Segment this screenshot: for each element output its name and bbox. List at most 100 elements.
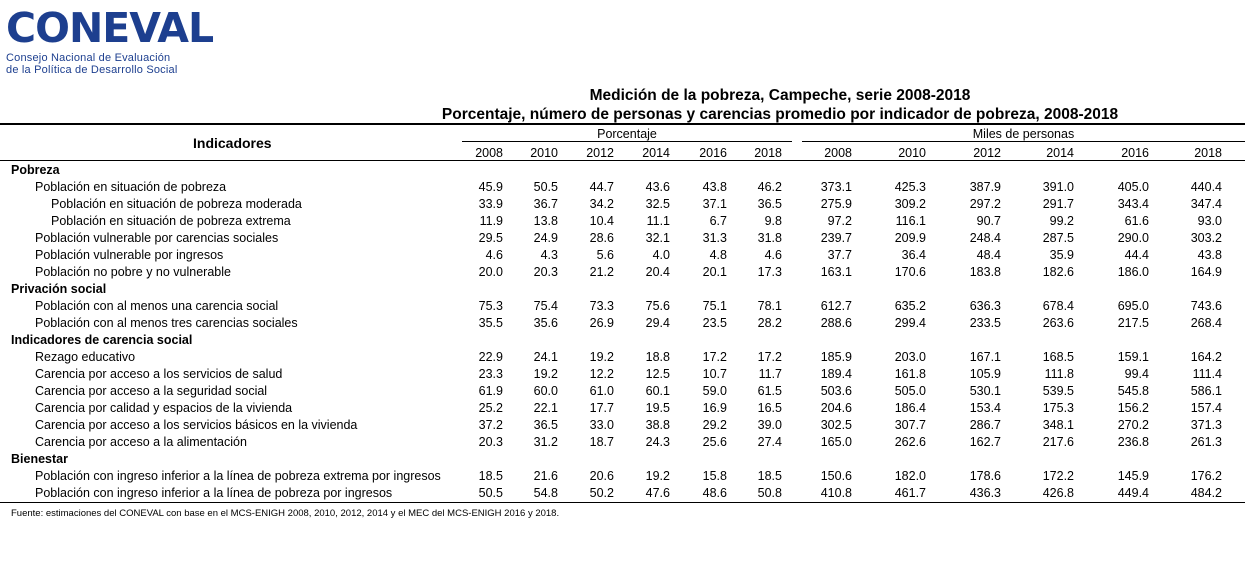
miles-cell: 164.2 bbox=[1190, 350, 1222, 364]
pct-cell: 32.1 bbox=[645, 231, 670, 245]
pct-cell: 60.1 bbox=[645, 384, 670, 398]
indicator-label: Población en situación de pobreza bbox=[35, 180, 227, 194]
pct-cell: 5.6 bbox=[596, 248, 614, 262]
logo-wordmark: CONEVAL bbox=[6, 4, 214, 52]
year-header-miles: 2014 bbox=[1046, 146, 1074, 160]
miles-cell: 167.1 bbox=[969, 350, 1001, 364]
year-header-pct: 2018 bbox=[754, 146, 782, 160]
table-row: Población en situación de pobreza extrem… bbox=[0, 213, 1245, 230]
pct-cell: 20.4 bbox=[645, 265, 670, 279]
table-row: Población con al menos una carencia soci… bbox=[0, 298, 1245, 315]
miles-cell: 436.3 bbox=[969, 486, 1001, 500]
pct-cell: 46.2 bbox=[757, 180, 782, 194]
pct-cell: 31.3 bbox=[702, 231, 727, 245]
indicator-label: Población en situación de pobreza modera… bbox=[51, 197, 302, 211]
pct-cell: 24.1 bbox=[533, 350, 558, 364]
pct-cell: 26.9 bbox=[589, 316, 614, 330]
table-subtitle: Porcentaje, número de personas y carenci… bbox=[441, 106, 1119, 123]
coneval-logo: CONEVAL Consejo Nacional de Evaluación d… bbox=[6, 6, 214, 76]
pct-cell: 22.1 bbox=[533, 401, 558, 415]
section-label: Bienestar bbox=[11, 452, 68, 466]
miles-cell: 182.0 bbox=[894, 469, 926, 483]
pct-cell: 28.2 bbox=[757, 316, 782, 330]
pct-cell: 36.7 bbox=[533, 197, 558, 211]
top-rule bbox=[0, 123, 1245, 125]
miles-cell: 204.6 bbox=[820, 401, 852, 415]
indicator-label: Población con al menos tres carencias so… bbox=[35, 316, 298, 330]
miles-cell: 170.6 bbox=[894, 265, 926, 279]
year-header-miles: 2016 bbox=[1121, 146, 1149, 160]
year-header-pct: 2016 bbox=[699, 146, 727, 160]
pct-cell: 75.4 bbox=[533, 299, 558, 313]
miles-cell: 185.9 bbox=[820, 350, 852, 364]
pct-cell: 11.9 bbox=[479, 214, 503, 228]
miles-cell: 426.8 bbox=[1042, 486, 1074, 500]
miles-cell: 505.0 bbox=[894, 384, 926, 398]
table-row: Carencia por acceso a los servicios bási… bbox=[0, 417, 1245, 434]
miles-cell: 275.9 bbox=[820, 197, 852, 211]
miles-cell: 612.7 bbox=[820, 299, 852, 313]
miles-cell: 440.4 bbox=[1190, 180, 1222, 194]
miles-cell: 105.9 bbox=[969, 367, 1001, 381]
pct-cell: 18.8 bbox=[645, 350, 670, 364]
pct-cell: 50.5 bbox=[533, 180, 558, 194]
miles-cell: 61.6 bbox=[1124, 214, 1149, 228]
miles-cell: 425.3 bbox=[894, 180, 926, 194]
pct-cell: 18.5 bbox=[757, 469, 782, 483]
pct-cell: 17.2 bbox=[757, 350, 782, 364]
miles-cell: 217.5 bbox=[1117, 316, 1149, 330]
section-row: Indicadores de carencia social bbox=[0, 332, 1245, 349]
miles-cell: 405.0 bbox=[1117, 180, 1149, 194]
indicator-label: Carencia por acceso a la alimentación bbox=[35, 435, 247, 449]
table-row: Carencia por acceso a la alimentación 20.… bbox=[0, 434, 1245, 451]
miles-cell: 178.6 bbox=[969, 469, 1001, 483]
miles-cell: 307.7 bbox=[894, 418, 926, 432]
miles-cell: 270.2 bbox=[1117, 418, 1149, 432]
miles-cell: 461.7 bbox=[894, 486, 926, 500]
miles-cell: 248.4 bbox=[969, 231, 1001, 245]
miles-cell: 635.2 bbox=[894, 299, 926, 313]
pct-cell: 36.5 bbox=[533, 418, 558, 432]
miles-cell: 48.4 bbox=[976, 248, 1001, 262]
miles-header: Miles de personas bbox=[972, 127, 1075, 141]
pct-cell: 17.7 bbox=[589, 401, 614, 415]
indicator-label: Población con al menos una carencia soci… bbox=[35, 299, 279, 313]
miles-cell: 286.7 bbox=[969, 418, 1001, 432]
miles-cell: 743.6 bbox=[1190, 299, 1222, 313]
miles-cell: 695.0 bbox=[1117, 299, 1149, 313]
miles-cell: 35.9 bbox=[1049, 248, 1074, 262]
pct-cell: 44.7 bbox=[589, 180, 614, 194]
pct-cell: 47.6 bbox=[645, 486, 670, 500]
header-bottom-rule bbox=[0, 160, 1245, 161]
pct-cell: 75.6 bbox=[645, 299, 670, 313]
year-header-pct: 2008 bbox=[475, 146, 503, 160]
miles-cell: 164.9 bbox=[1190, 265, 1222, 279]
logo-tagline-1: Consejo Nacional de Evaluación bbox=[6, 52, 171, 64]
miles-cell: 186.0 bbox=[1117, 265, 1149, 279]
pct-cell: 11.1 bbox=[646, 214, 670, 228]
pct-cell: 23.3 bbox=[478, 367, 503, 381]
miles-cell: 165.0 bbox=[820, 435, 852, 449]
miles-cell: 37.7 bbox=[827, 248, 852, 262]
table-row: Carencia por calidad y espacios de la vi… bbox=[0, 400, 1245, 417]
pct-cell: 20.3 bbox=[533, 265, 558, 279]
miles-cell: 43.8 bbox=[1197, 248, 1222, 262]
miles-cell: 161.8 bbox=[894, 367, 926, 381]
miles-cell: 99.4 bbox=[1124, 367, 1149, 381]
miles-cell: 539.5 bbox=[1042, 384, 1074, 398]
miles-cell: 159.1 bbox=[1117, 350, 1149, 364]
pct-cell: 61.5 bbox=[757, 384, 782, 398]
table-title: Medición de la pobreza, Campeche, serie … bbox=[589, 87, 971, 104]
miles-cell: 303.2 bbox=[1190, 231, 1222, 245]
miles-cell: 391.0 bbox=[1042, 180, 1074, 194]
pct-cell: 73.3 bbox=[589, 299, 614, 313]
pct-cell: 4.0 bbox=[652, 248, 670, 262]
pct-cell: 78.1 bbox=[757, 299, 782, 313]
pct-cell: 16.9 bbox=[702, 401, 727, 415]
miles-cell: 297.2 bbox=[969, 197, 1001, 211]
pct-cell: 23.5 bbox=[702, 316, 727, 330]
pct-cell: 37.1 bbox=[702, 197, 727, 211]
miles-cell: 449.4 bbox=[1117, 486, 1149, 500]
pct-cell: 43.8 bbox=[702, 180, 727, 194]
miles-cell: 176.2 bbox=[1190, 469, 1222, 483]
